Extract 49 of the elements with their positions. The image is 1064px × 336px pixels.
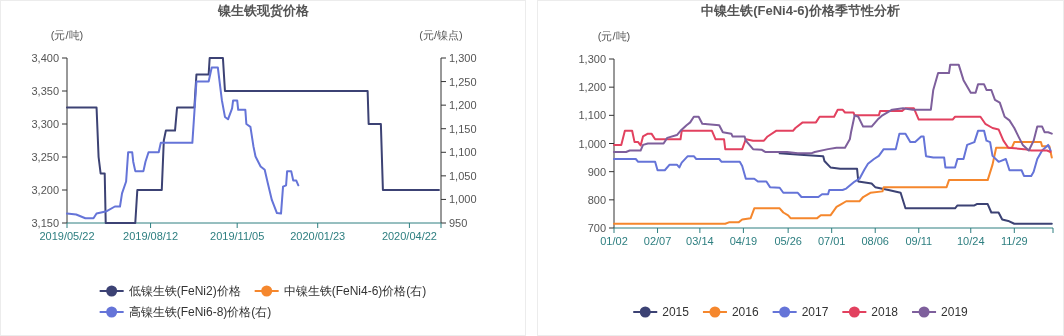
legend-label: 中镍生铁(FeNi4-6)价格(右) [283, 284, 427, 298]
x-tick-label: 2019/08/12 [123, 230, 179, 242]
x-tick-label: 11/29 [1000, 235, 1028, 247]
y2-tick-label: 1,250 [449, 75, 477, 88]
x-tick-label: 09/11 [905, 235, 933, 247]
y-tick-label: 3,200 [31, 184, 59, 196]
chart-title: 镍生铁现货价格 [216, 3, 310, 18]
y-tick-label: 3,400 [31, 52, 59, 64]
y-tick-label: 900 [587, 165, 606, 178]
y-tick-label: 3,350 [31, 85, 59, 97]
x-tick-label: 04/19 [729, 235, 758, 247]
x-tick-label: 2020/04/22 [381, 230, 437, 242]
y2-tick-label: 950 [449, 217, 468, 229]
legend-label: 2017 [801, 305, 829, 319]
y-tick-label: 800 [587, 193, 606, 206]
x-tick-label: 07/01 [817, 235, 846, 247]
legend-label: 2018 [871, 305, 899, 319]
x-tick-label: 02/07 [643, 235, 672, 247]
x-tick-label: 03/14 [686, 235, 714, 247]
y2-tick-label: 1,200 [449, 99, 477, 112]
legend-label: 高镍生铁(FeNi6-8)价格(右) [128, 305, 272, 319]
y2-tick-label: 1,300 [449, 52, 477, 64]
y2-tick-label: 1,000 [449, 193, 477, 206]
legend-label: 2016 [731, 305, 759, 319]
y2-tick-label: 1,100 [449, 146, 477, 159]
x-tick-label: 2019/05/22 [39, 230, 95, 242]
y-tick-label: 1,100 [578, 109, 606, 122]
legend-label: 2015 [662, 305, 690, 319]
y-tick-label: 3,150 [31, 217, 59, 229]
y-tick-label: 3,250 [31, 151, 59, 163]
y-tick-label: 1,200 [578, 81, 606, 94]
legend-label: 2019 [941, 305, 969, 319]
y-axis-title: (元/吨) [50, 29, 84, 41]
x-tick-label: 08/06 [861, 235, 889, 247]
chart-title: 中镍生铁(FeNi4-6)价格季节性分析 [701, 3, 900, 18]
y-tick-label: 700 [587, 222, 606, 234]
x-tick-label: 05/26 [774, 235, 802, 247]
x-tick-label: 2019/11/05 [210, 230, 265, 242]
y2-tick-label: 1,150 [449, 122, 477, 135]
y2-axis-title: (元/镍点) [419, 29, 463, 41]
x-tick-label: 10/24 [957, 235, 985, 247]
y2-tick-label: 1,050 [449, 169, 477, 182]
x-tick-label: 01/02 [600, 235, 628, 247]
y-tick-label: 1,000 [578, 137, 606, 150]
y-axis-title: (元/吨) [597, 30, 631, 42]
legend-label: 低镍生铁(FeNi2)价格 [128, 284, 241, 298]
y-tick-label: 3,300 [31, 118, 59, 130]
y-tick-label: 1,300 [578, 53, 606, 65]
x-tick-label: 2020/01/23 [290, 230, 346, 242]
